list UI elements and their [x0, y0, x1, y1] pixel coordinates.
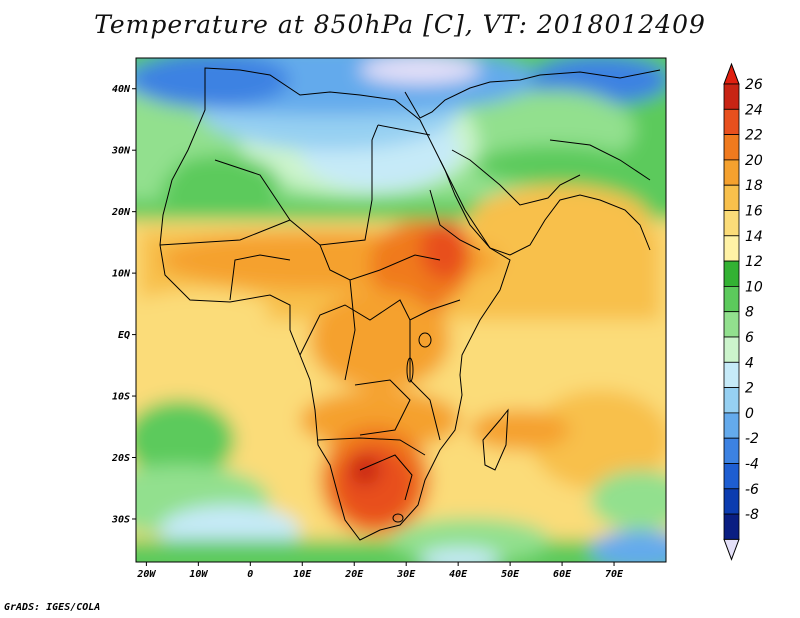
axis-ticks: 40N 30N 20N 10N EQ 10S 20S 30S 20W 10W 0 10E 20E 30E 4…: [111, 84, 624, 580]
colorbar-segment: [723, 513, 740, 540]
lat-tick-label: 40N: [112, 84, 131, 95]
colorbar-segment: [723, 159, 740, 186]
lat-tick-label: 30N: [111, 146, 131, 157]
colorbar-label: -4: [745, 457, 759, 473]
colorbar-label: 16: [745, 204, 763, 220]
colorbar-segment: [723, 260, 740, 287]
colorbar-segment: [723, 311, 740, 338]
lat-tick-label: EQ: [118, 330, 130, 341]
lon-tick-label: 20E: [344, 569, 364, 580]
lat-tick-label: 30S: [111, 514, 130, 525]
colorbar-segment: [723, 235, 740, 262]
colorbar-label: 22: [745, 128, 763, 144]
colorbar-label: -2: [745, 431, 759, 447]
lon-tick-label: 0: [247, 569, 253, 580]
colorbar-segment: [723, 134, 740, 161]
colorbar-bottom-arrow: [723, 538, 740, 561]
colorbar-segment: [723, 336, 740, 363]
colorbar-label: 10: [745, 279, 763, 295]
colorbar-segment: [723, 437, 740, 464]
colorbar-segment: [723, 463, 740, 490]
map-frame: [135, 57, 667, 563]
lat-tick-label: 10N: [112, 269, 131, 280]
colorbar-label: 6: [745, 330, 754, 346]
colorbar-label: 2: [745, 381, 754, 397]
lon-tick-label: 20W: [136, 569, 156, 580]
lon-tick-label: 70E: [605, 569, 624, 580]
colorbar-segment: [723, 285, 740, 313]
lon-tick-label: 10E: [293, 569, 312, 580]
colorbar-label: 24: [745, 102, 763, 118]
colorbar-top-arrow: [723, 62, 740, 85]
lat-tick-label: 10S: [112, 392, 130, 403]
colorbar-segment: [723, 83, 740, 110]
colorbar-label: 0: [745, 406, 754, 422]
colorbar-label: 4: [745, 355, 754, 371]
colorbar-segment: [723, 184, 740, 211]
credit-text: GrADS: IGES/COLA: [4, 602, 101, 613]
lon-tick-label: 60E: [553, 569, 572, 580]
colorbar-label: 8: [745, 305, 754, 321]
lat-tick-label: 20S: [111, 453, 130, 464]
lon-tick-label: 50E: [501, 569, 520, 580]
colorbar-label: 14: [745, 229, 763, 245]
colorbar-segment: [723, 361, 740, 388]
coastlines: [159, 67, 661, 541]
lat-tick-label: 20N: [111, 207, 131, 218]
lon-tick-label: 10W: [189, 569, 208, 580]
lon-tick-label: 40E: [449, 569, 468, 580]
colorbar-label: 18: [745, 178, 763, 194]
colorbar-label: -6: [745, 482, 759, 498]
colorbar-segment: [723, 210, 740, 237]
colorbar-segment: [723, 108, 740, 136]
temperature-field: [136, 58, 666, 562]
colorbar-label: 20: [745, 153, 763, 169]
lon-tick-label: 30E: [396, 569, 416, 580]
colorbar-label: 12: [745, 254, 763, 270]
colorbar-segment: [723, 488, 740, 515]
colorbar-segment: [723, 387, 740, 414]
map-title: Temperature at 850hPa [C], VT: 201801240…: [94, 10, 706, 39]
colorbar-label: 26: [745, 77, 763, 93]
colorbar-segment: [723, 412, 740, 439]
colorbar-label: -8: [745, 507, 759, 523]
